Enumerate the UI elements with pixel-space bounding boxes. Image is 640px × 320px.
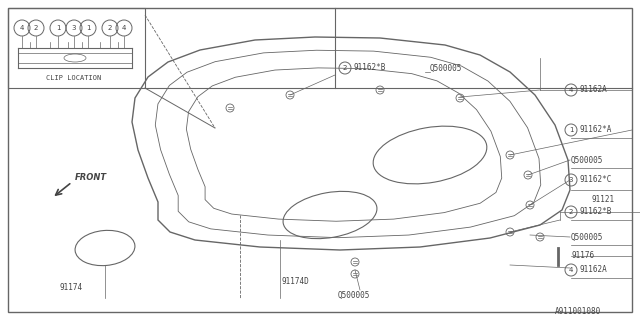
Text: 3: 3 bbox=[569, 177, 573, 183]
Text: 2: 2 bbox=[569, 209, 573, 215]
Text: 91162*B: 91162*B bbox=[354, 63, 387, 73]
Text: CLIP LOCATION: CLIP LOCATION bbox=[46, 75, 102, 81]
Text: A911001080: A911001080 bbox=[555, 308, 601, 316]
Bar bbox=[8, 8, 145, 88]
Text: 2: 2 bbox=[108, 25, 112, 31]
Text: 91162*A: 91162*A bbox=[580, 125, 612, 134]
Text: 91176: 91176 bbox=[571, 252, 594, 260]
Text: 3: 3 bbox=[72, 25, 76, 31]
Text: FRONT: FRONT bbox=[75, 173, 107, 182]
Text: 91162A: 91162A bbox=[580, 85, 608, 94]
Text: 4: 4 bbox=[569, 267, 573, 273]
Text: 4: 4 bbox=[569, 87, 573, 93]
Text: Q500005: Q500005 bbox=[571, 233, 604, 242]
Text: 1: 1 bbox=[86, 25, 90, 31]
Text: 91162*C: 91162*C bbox=[580, 175, 612, 185]
Text: 4: 4 bbox=[20, 25, 24, 31]
Text: Q500005: Q500005 bbox=[430, 63, 462, 73]
Text: 1: 1 bbox=[56, 25, 60, 31]
Text: 91174D: 91174D bbox=[282, 277, 310, 286]
Text: 2: 2 bbox=[343, 65, 347, 71]
Text: Q500005: Q500005 bbox=[338, 291, 371, 300]
Text: 2: 2 bbox=[34, 25, 38, 31]
Text: 91162A: 91162A bbox=[580, 266, 608, 275]
Text: 4: 4 bbox=[122, 25, 126, 31]
Text: 91121: 91121 bbox=[592, 196, 615, 204]
Text: 91174: 91174 bbox=[60, 284, 83, 292]
Text: 91162*B: 91162*B bbox=[580, 207, 612, 217]
Text: 1: 1 bbox=[569, 127, 573, 133]
Text: Q500005: Q500005 bbox=[571, 156, 604, 164]
